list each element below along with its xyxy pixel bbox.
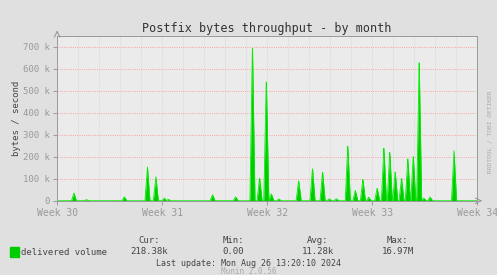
Text: Min:: Min: [223,236,245,245]
Text: Avg:: Avg: [307,236,329,245]
Text: Munin 2.0.56: Munin 2.0.56 [221,267,276,275]
Text: Max:: Max: [387,236,409,245]
Text: 218.38k: 218.38k [130,248,168,256]
Text: Cur:: Cur: [138,236,160,245]
Text: 0.00: 0.00 [223,248,245,256]
Text: Last update: Mon Aug 26 13:20:10 2024: Last update: Mon Aug 26 13:20:10 2024 [156,259,341,268]
Text: 11.28k: 11.28k [302,248,334,256]
Y-axis label: bytes / second: bytes / second [11,81,20,156]
Title: Postfix bytes throughput - by month: Postfix bytes throughput - by month [143,21,392,35]
Text: RRDTOOL / TOBI OETIKER: RRDTOOL / TOBI OETIKER [487,91,492,173]
Text: 16.97M: 16.97M [382,248,414,256]
Text: delivered volume: delivered volume [20,248,106,257]
